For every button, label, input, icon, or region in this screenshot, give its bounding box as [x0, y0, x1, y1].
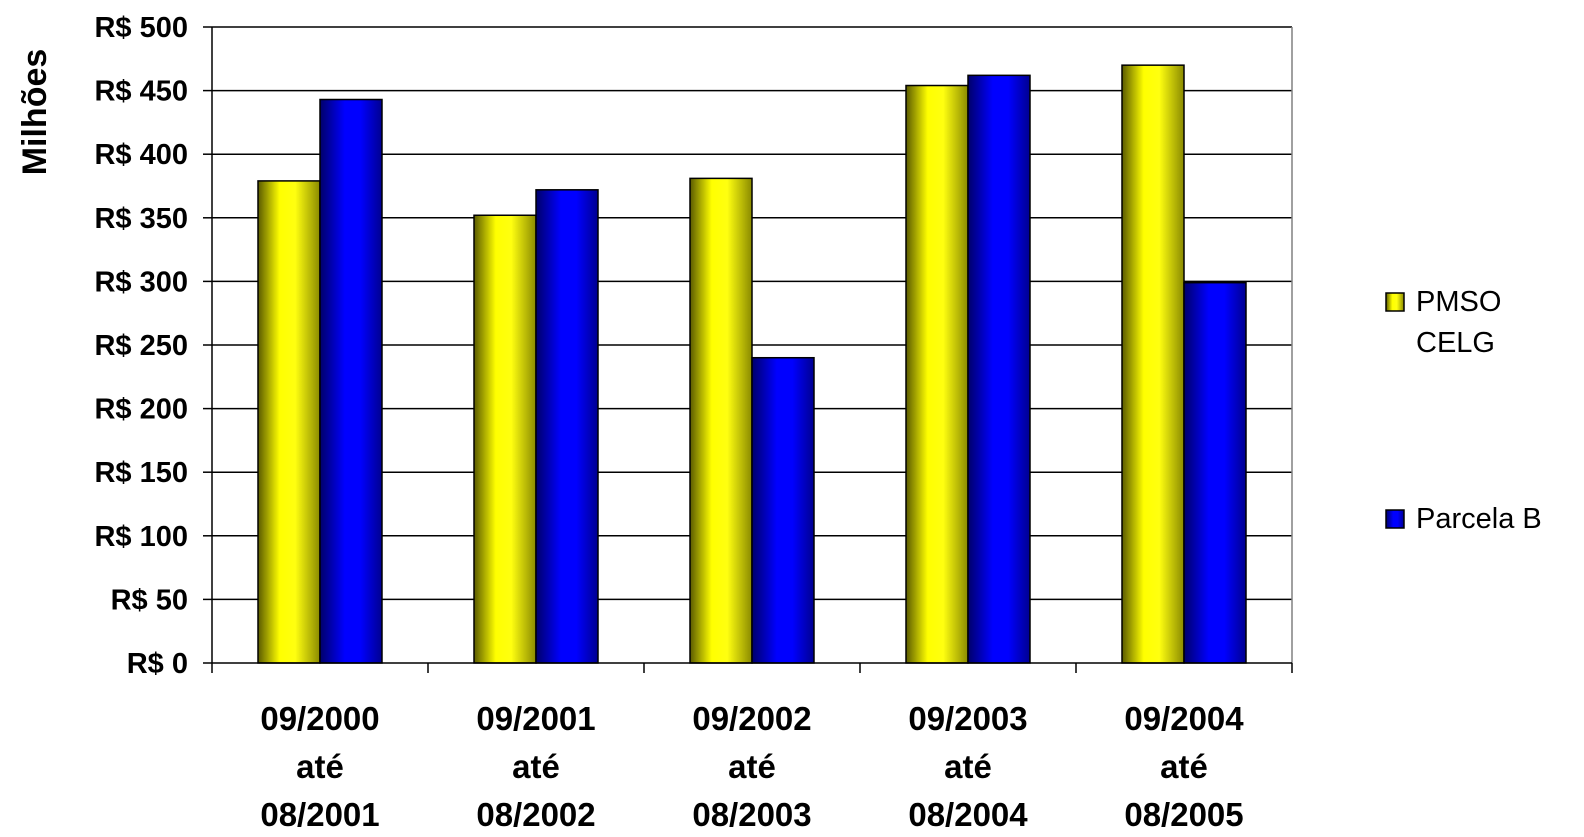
x-tick-label: até	[1160, 748, 1208, 785]
x-tick-label: 08/2002	[476, 796, 595, 833]
x-tick-label: 08/2004	[908, 796, 1028, 833]
y-tick-label: R$ 50	[111, 584, 188, 616]
bar-parcela-b	[319, 98, 383, 664]
bar-parcela-b	[751, 356, 815, 664]
x-tick-label: 08/2003	[692, 796, 811, 833]
y-tick-labels: R$ 0 R$ 50 R$ 100 R$ 150 R$ 200 R$ 250 R$ 300 R…	[94, 12, 188, 680]
x-tick-label: 09/2002	[692, 700, 811, 737]
y-tick-label: R$ 100	[94, 521, 188, 553]
y-tick-label: R$ 250	[94, 330, 188, 362]
y-tick-label: R$ 150	[94, 457, 188, 489]
y-tick-label: R$ 500	[94, 12, 188, 44]
y-tick-label: R$ 350	[94, 203, 188, 235]
bar-parcela-b	[1183, 281, 1247, 664]
legend: PMSO CELG Parcela B	[1385, 286, 1542, 535]
bar-pmso-celg	[905, 84, 969, 664]
legend-label: PMSO	[1416, 286, 1501, 318]
y-axis-label: Milhões	[16, 49, 54, 176]
x-tick-label: 09/2004	[1124, 700, 1244, 737]
y-tick-label: R$ 300	[94, 266, 188, 298]
x-tick-labels: 09/2000 até 08/2001 09/2001 até 08/2002 09/200…	[260, 700, 1244, 833]
x-tick-label: até	[728, 748, 776, 785]
legend-swatch	[1385, 509, 1405, 529]
x-tick-label: 09/2003	[908, 700, 1027, 737]
x-tick-label: 08/2005	[1124, 796, 1243, 833]
legend-swatch	[1385, 292, 1405, 312]
bar-pmso-celg	[689, 177, 753, 664]
x-tick-label: até	[296, 748, 344, 785]
bar-parcela-b	[535, 189, 599, 664]
bar-pmso-celg	[473, 214, 537, 664]
x-tick-label: até	[512, 748, 560, 785]
x-tick-label: 09/2001	[476, 700, 595, 737]
bar-parcela-b	[967, 74, 1031, 664]
legend-label: Parcela B	[1416, 503, 1542, 535]
x-tick-label: até	[944, 748, 992, 785]
axes	[203, 26, 1293, 673]
x-tick-label: 08/2001	[260, 796, 379, 833]
bar-pmso-celg	[1121, 64, 1185, 664]
legend-label: CELG	[1416, 327, 1495, 359]
bar-pmso-celg	[257, 180, 321, 664]
y-tick-label: R$ 450	[94, 76, 188, 108]
y-tick-label: R$ 200	[94, 394, 188, 426]
y-tick-label: R$ 400	[94, 139, 188, 171]
x-tick-label: 09/2000	[260, 700, 379, 737]
y-tick-label: R$ 0	[127, 648, 188, 680]
